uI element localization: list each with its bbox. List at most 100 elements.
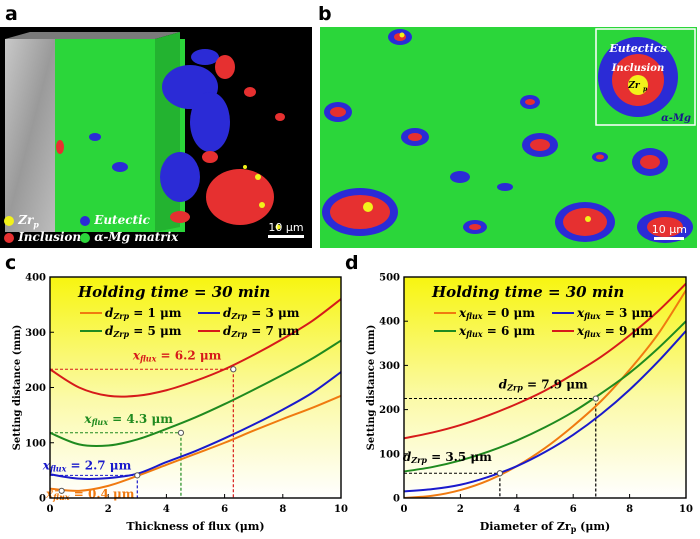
- series-line-2: [50, 339, 341, 448]
- eutectic-dot-icon: [80, 215, 90, 226]
- chart-title: Holding time = 30 min: [431, 283, 624, 301]
- annotation-sub: Zrp: [506, 383, 523, 393]
- scale-bar-a-line: [268, 235, 304, 238]
- cube-grey-face: [5, 39, 55, 232]
- legend-entry: xflux = 0 μm: [458, 306, 535, 321]
- y-tick-label: 400: [25, 273, 46, 284]
- annotation-value: = 0.4 μm: [70, 487, 135, 501]
- y-tick-label: 300: [25, 328, 46, 339]
- x-axis-label-text: Diameter of Zr: [480, 520, 571, 533]
- y-tick-label: 100: [25, 438, 46, 449]
- annotation-sub: flux: [52, 492, 70, 502]
- tomography-3d-render: [5, 32, 285, 232]
- scale-bar-b-label: 10 μm: [651, 223, 687, 236]
- annotation-label: dZrp = 7.9 μm: [499, 378, 588, 393]
- legend-eutectic-label: Eutectic: [94, 213, 150, 227]
- x-axis-label: Thickness of flux (μm): [126, 520, 264, 533]
- series-line-0: [50, 394, 341, 492]
- plot-frame: [49, 276, 342, 499]
- legend-prefix: x: [576, 306, 585, 320]
- legend-sub: Zrp: [230, 329, 247, 339]
- series-line-1: [404, 330, 686, 493]
- inset-eutectics-label: Eutectics: [608, 42, 666, 55]
- annotation-label: xflux = 4.3 μm: [83, 412, 173, 427]
- series-line-3: [50, 298, 341, 398]
- eutectic-cluster: [89, 49, 230, 202]
- y-tick-label: 100: [379, 449, 400, 460]
- legend-value: = 5 μm: [129, 324, 182, 338]
- y-tick-label: 500: [379, 273, 400, 284]
- legend-sub: flux: [465, 311, 483, 321]
- legend-value: = 7 μm: [247, 324, 300, 338]
- annotation-value: = 6.2 μm: [156, 348, 221, 362]
- y-tick-label: 200: [25, 383, 46, 394]
- tomography-3d-image: Zrp Eutectic Inclusion α-Mg matrix 10 μm: [0, 27, 312, 248]
- inclusion-cluster: [56, 55, 285, 225]
- inset-zr-sub: p: [643, 86, 648, 93]
- y-axis-label: Setting distance (mm): [366, 325, 377, 451]
- annotation-prefix: d: [403, 450, 412, 464]
- x-tick-label: 2: [105, 504, 112, 515]
- annotation-marker: [58, 487, 65, 494]
- legend-sub: flux: [465, 329, 483, 339]
- legend-inclusion-label: Inclusion: [18, 230, 82, 244]
- annotation-prefix: x: [83, 412, 92, 426]
- scale-bar-b-line: [654, 237, 685, 240]
- y-tick-label: 0: [393, 494, 400, 505]
- plot-frame: [403, 276, 687, 499]
- y-axis-label: Setting distance (mm): [12, 325, 23, 451]
- legend-prefix: d: [223, 324, 232, 338]
- legend-zr-label: Zr: [18, 213, 34, 227]
- legend-entry: dZrp = 7 μm: [223, 324, 300, 339]
- scale-bar-a-label: 10 μm: [268, 221, 304, 234]
- x-tick-label: 10: [679, 504, 693, 515]
- annotation-sub: flux: [49, 463, 67, 473]
- zr-particles: [243, 165, 281, 230]
- scale-bar-b: 10 μm: [652, 223, 687, 240]
- y-tick-label: 200: [379, 405, 400, 416]
- legend-sub: Zrp: [112, 329, 129, 339]
- legend-value: = 6 μm: [483, 324, 536, 338]
- legend-matrix-label: α-Mg matrix: [94, 230, 179, 244]
- legend-prefix: x: [458, 324, 467, 338]
- annotation-value: = 2.7 μm: [66, 458, 131, 472]
- legend-prefix: x: [458, 306, 467, 320]
- panel-label-a: a: [5, 3, 18, 25]
- series-line-3: [404, 282, 686, 440]
- x-tick-label: 0: [401, 504, 408, 515]
- x-tick-label: 6: [221, 504, 228, 515]
- zr-dot-icon: [4, 215, 14, 226]
- legend-inclusion: Inclusion: [4, 230, 81, 244]
- annotation-marker: [177, 429, 185, 436]
- legend-entry: xflux = 6 μm: [458, 324, 535, 339]
- legend-value: = 3 μm: [247, 306, 300, 320]
- legend-zr-sub: p: [33, 219, 39, 230]
- series-line-1: [50, 371, 341, 480]
- panel-label-d: d: [345, 252, 359, 274]
- x-tick-label: 10: [334, 504, 348, 515]
- x-tick-label: 0: [47, 504, 54, 515]
- annotation-label: dZrp = 3.5 μm: [403, 450, 492, 465]
- inset-zr-label: Zr: [627, 81, 641, 91]
- legend-prefix: d: [105, 324, 114, 338]
- annotation-marker: [592, 395, 599, 402]
- matrix-dot-icon: [80, 232, 90, 243]
- phase-clusters: [322, 29, 693, 243]
- annotation-marker: [496, 470, 503, 477]
- legend-entry: dZrp = 1 μm: [105, 306, 182, 321]
- x-axis-label-unit: (μm): [576, 520, 610, 533]
- annotation-value: = 4.3 μm: [108, 412, 173, 426]
- scale-bar-a: 10 μm: [268, 221, 304, 238]
- x-tick-label: 2: [457, 504, 464, 515]
- series-line-0: [404, 289, 686, 498]
- series-line-2: [404, 320, 686, 473]
- inset-inclusion-label: Inclusion: [611, 63, 664, 74]
- x-tick-label: 6: [570, 504, 577, 515]
- panel-label-c: c: [5, 252, 17, 274]
- legend-value: = 0 μm: [483, 306, 536, 320]
- legend-prefix: x: [576, 324, 585, 338]
- legend-sub: Zrp: [230, 311, 247, 321]
- annotation-sub: flux: [91, 417, 109, 427]
